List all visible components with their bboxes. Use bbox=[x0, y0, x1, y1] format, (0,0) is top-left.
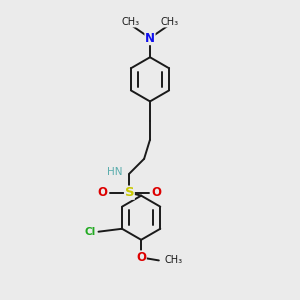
Text: CH₃: CH₃ bbox=[122, 17, 140, 27]
Text: CH₃: CH₃ bbox=[160, 17, 178, 27]
Text: O: O bbox=[136, 251, 146, 264]
Text: O: O bbox=[97, 186, 107, 199]
Text: HN: HN bbox=[106, 167, 122, 177]
Text: O: O bbox=[152, 186, 161, 199]
Text: CH₃: CH₃ bbox=[165, 255, 183, 266]
Text: S: S bbox=[124, 186, 134, 199]
Text: Cl: Cl bbox=[84, 227, 95, 237]
Text: N: N bbox=[145, 32, 155, 45]
